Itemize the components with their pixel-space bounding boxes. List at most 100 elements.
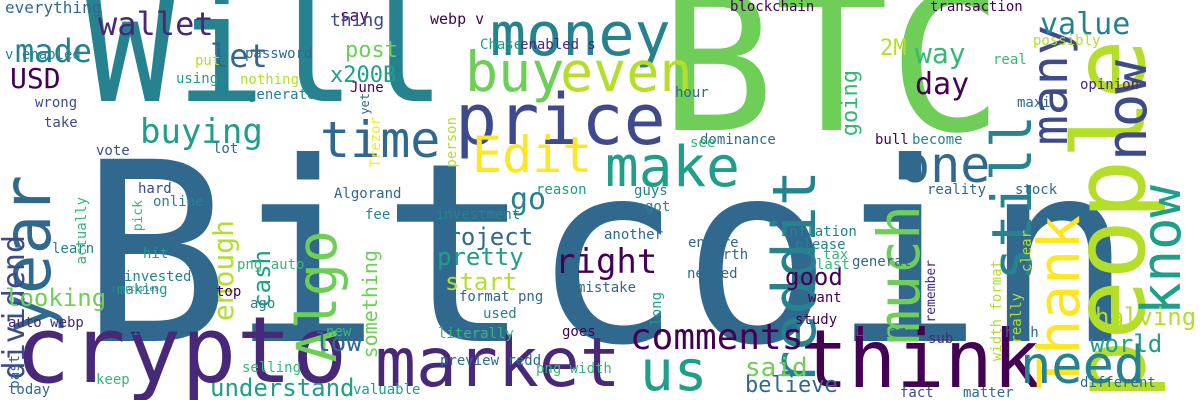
cloud-word: lot	[213, 141, 239, 157]
cloud-word: comments	[630, 317, 804, 358]
cloud-word: thing	[330, 10, 385, 31]
cloud-word: see	[690, 135, 716, 151]
cloud-word: webp v	[430, 10, 485, 28]
cloud-word: clear	[1019, 229, 1035, 273]
cloud-word: png width	[536, 361, 612, 377]
cloud-word: right	[555, 242, 658, 282]
cloud-word: study	[795, 312, 838, 328]
cloud-word: matter	[963, 385, 1014, 400]
cloud-word: good	[785, 263, 843, 291]
cloud-word: tax	[823, 247, 849, 263]
cloud-word: BTC	[660, 0, 1004, 175]
cloud-word: used	[483, 306, 517, 322]
cloud-word: invested	[124, 269, 192, 285]
cloud-word: bull	[875, 132, 909, 148]
cloud-word: guys	[634, 183, 668, 199]
cloud-word: understand	[210, 374, 355, 400]
cloud-word: blockchain	[730, 0, 815, 15]
cloud-word: online	[153, 194, 204, 210]
cloud-word: pretty	[437, 243, 524, 271]
cloud-word: enough	[207, 219, 240, 322]
cloud-word: literally	[438, 326, 514, 342]
cloud-word: selling	[242, 360, 302, 376]
cloud-word: opinion	[1080, 77, 1140, 93]
cloud-word: start	[445, 268, 518, 296]
cloud-word: mistake	[577, 280, 637, 296]
cloud-word: inflation	[781, 224, 857, 240]
cloud-word: transaction	[930, 0, 1023, 15]
cloud-word: making	[117, 282, 168, 298]
cloud-word: format png	[459, 289, 544, 305]
cloud-word: world	[1090, 330, 1163, 358]
cloud-word: worth	[706, 247, 749, 263]
cloud-word: x200B	[330, 63, 397, 88]
cloud-word: Given	[123, 323, 166, 339]
cloud-word: now	[1095, 59, 1160, 162]
cloud-word: project	[432, 223, 534, 251]
cloud-word: reality	[927, 182, 987, 198]
cloud-word: generator	[248, 87, 324, 103]
cloud-word: June	[350, 80, 384, 96]
cloud-word: valuable	[353, 382, 421, 398]
cloud-word: market	[375, 324, 621, 400]
cloud-word: 2M	[880, 36, 907, 61]
cloud-word: width format	[989, 259, 1005, 362]
cloud-word: low	[315, 328, 362, 358]
cloud-word: price	[455, 79, 666, 161]
cloud-word: high	[1005, 325, 1039, 341]
cloud-word: us	[640, 339, 708, 400]
cloud-word: possibly	[1033, 33, 1101, 49]
cloud-word: pick	[131, 199, 146, 232]
cloud-word: keep	[96, 372, 130, 388]
cloud-word: halving	[1095, 303, 1197, 331]
cloud-word: Ledger	[855, 324, 906, 340]
cloud-word: long	[649, 291, 665, 326]
cloud-word: everything	[5, 0, 102, 17]
cloud-word: entire	[688, 235, 739, 251]
cloud-word: real	[993, 52, 1027, 68]
cloud-word: day	[915, 67, 970, 102]
cloud-word: principles	[111, 284, 160, 293]
cloud-word: buying	[140, 112, 263, 152]
cloud-word: please	[795, 237, 846, 253]
cloud-word: become	[912, 132, 963, 148]
cloud-word: believe	[745, 373, 838, 398]
cloud-word: ago	[250, 296, 276, 312]
cloud-word: yet	[358, 92, 372, 115]
cloud-word: made	[15, 32, 93, 70]
cloud-word: buy	[465, 40, 565, 104]
cloud-word: Edit	[472, 126, 593, 184]
cloud-word: learn	[52, 241, 95, 257]
cloud-word: wrong	[35, 95, 78, 111]
cloud-word: enabled s	[520, 37, 596, 53]
cloud-word: needed	[687, 266, 738, 282]
cloud-word: say	[340, 6, 369, 25]
cloud-word: nothing	[240, 72, 300, 88]
cloud-word: got	[645, 199, 671, 215]
cloud-word: reason	[536, 182, 587, 198]
cloud-word: money	[490, 0, 671, 70]
cloud-word: general	[852, 254, 912, 270]
cloud-word: know	[1130, 184, 1193, 316]
cloud-word: even	[560, 40, 693, 104]
cloud-word: something	[358, 249, 382, 359]
cloud-word: v enabled	[5, 47, 81, 63]
cloud-word: really	[1009, 292, 1025, 344]
cloud-word: fee	[365, 207, 391, 223]
cloud-word: think	[800, 313, 1041, 400]
cloud-word: vote	[96, 143, 130, 159]
cloud-word: Will	[85, 0, 447, 137]
cloud-word: goes	[562, 324, 596, 340]
cloud-word: png auto	[237, 257, 305, 273]
cloud-word: one	[900, 136, 991, 194]
cloud-word: top	[216, 284, 242, 300]
cloud-word: fact	[900, 385, 934, 400]
cloud-word: auto webp	[8, 315, 84, 331]
cloud-word: Chase	[480, 37, 523, 53]
cloud-word: dominance	[700, 132, 776, 148]
cloud-word: maxi	[1017, 95, 1051, 111]
cloud-word: hard	[138, 181, 172, 197]
cloud-word: value	[1040, 7, 1131, 42]
cloud-word: USD	[10, 62, 61, 95]
